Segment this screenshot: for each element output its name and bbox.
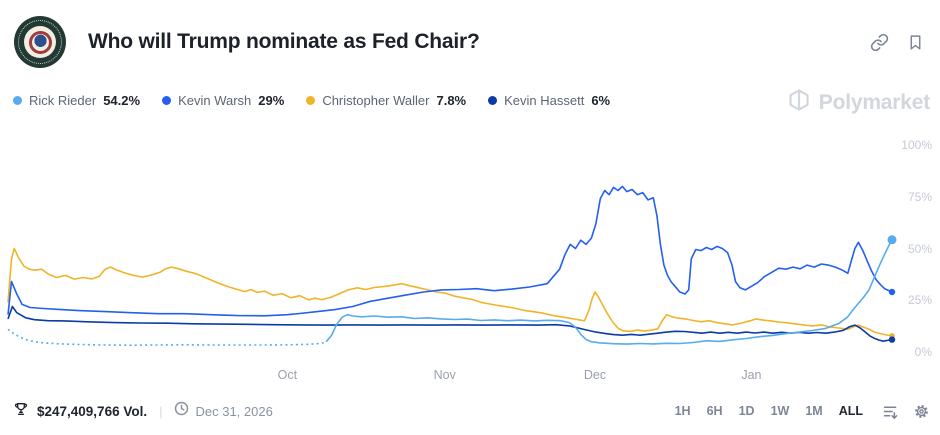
x-axis-label: Oct — [277, 368, 298, 382]
header: Who will Trump nominate as Fed Chair? — [14, 16, 924, 68]
price-chart[interactable] — [7, 145, 897, 352]
legend-pct: 54.2% — [103, 93, 141, 108]
chart-settings-button[interactable] — [882, 403, 899, 420]
volume-icon — [13, 401, 29, 422]
range-1h[interactable]: 1H — [668, 399, 698, 423]
bookmark-icon — [907, 33, 924, 52]
y-axis-label: 100% — [901, 138, 932, 152]
legend-pct: 7.8% — [436, 93, 467, 108]
series-line-rick-rieder — [7, 328, 327, 346]
range-all[interactable]: ALL — [832, 399, 870, 423]
series-endpoint-rick-rieder — [887, 235, 897, 245]
fed-seal-eagle-icon — [28, 30, 52, 54]
series-dot-kevin-warsh — [162, 96, 172, 105]
legend-item-kevin-hassett[interactable]: Kevin Hassett 6% — [488, 93, 610, 108]
range-1w[interactable]: 1W — [764, 399, 797, 423]
volume-text: $247,409,766 Vol. — [37, 403, 148, 419]
divider: | — [159, 403, 163, 419]
y-axis-label: 50% — [907, 241, 932, 256]
series-line-kevin-hassett — [7, 305, 893, 342]
series-line-rick-rieder — [325, 239, 893, 345]
range-6h[interactable]: 6H — [700, 399, 730, 423]
x-axis-label: Nov — [433, 368, 456, 382]
watermark-label: Polymarket — [818, 90, 930, 114]
footer-bar: $247,409,766 Vol. | Dec 31, 2026 1H 6H 1… — [13, 399, 930, 423]
series-endpoint-kevin-hassett — [888, 336, 896, 343]
copy-link-button[interactable] — [870, 33, 889, 52]
x-axis-label: Dec — [583, 368, 607, 382]
legend-item-kevin-warsh[interactable]: Kevin Warsh 29% — [162, 93, 284, 108]
chart-canvas[interactable] — [7, 145, 897, 352]
chart-settings-icon — [882, 403, 899, 420]
y-axis-label: 75% — [907, 189, 932, 204]
page-title: Who will Trump nominate as Fed Chair? — [88, 30, 480, 53]
series-dot-rick-rieder — [13, 96, 22, 105]
chart-tools — [882, 403, 930, 420]
legend-name: Kevin Hassett — [504, 93, 585, 108]
x-axis-label: Jan — [741, 368, 762, 382]
range-1d[interactable]: 1D — [732, 399, 762, 423]
legend-name: Rick Rieder — [29, 93, 97, 108]
end-date-group: Dec 31, 2026 — [174, 401, 273, 421]
legend-name: Christopher Waller — [322, 93, 430, 108]
fed-seal-ring — [18, 20, 62, 64]
link-icon — [870, 33, 889, 52]
gear-icon — [913, 403, 930, 420]
fed-seal-core — [24, 26, 56, 58]
legend-item-christopher-waller[interactable]: Christopher Waller 7.8% — [306, 93, 466, 108]
legend-pct: 6% — [591, 93, 611, 108]
volume-group: $247,409,766 Vol. — [13, 401, 147, 422]
series-dot-christopher-waller — [306, 96, 316, 105]
range-1m[interactable]: 1M — [798, 399, 829, 423]
bookmark-button[interactable] — [907, 33, 924, 52]
series-endpoint-kevin-warsh — [888, 288, 896, 296]
header-actions — [870, 33, 924, 52]
legend-pct: 29% — [258, 93, 285, 108]
end-date: Dec 31, 2026 — [195, 403, 273, 419]
polymarket-watermark: Polymarket — [787, 88, 930, 117]
legend-item-rick-rieder[interactable]: Rick Rieder 54.2% — [13, 93, 140, 108]
polymarket-cube-icon — [787, 88, 811, 117]
series-line-christopher-waller — [7, 247, 893, 337]
y-axis-label: 0% — [914, 345, 932, 359]
settings-button[interactable] — [913, 403, 930, 420]
time-range-selector: 1H 6H 1D 1W 1M ALL — [668, 399, 870, 423]
series-line-kevin-warsh — [7, 185, 893, 317]
series-dot-kevin-hassett — [488, 96, 498, 105]
fed-seal-logo — [14, 16, 66, 68]
legend: Rick Rieder 54.2% Kevin Warsh 29% Christ… — [13, 93, 610, 108]
y-axis-label: 25% — [907, 293, 932, 308]
legend-name: Kevin Warsh — [178, 93, 252, 108]
clock-icon — [174, 401, 189, 421]
